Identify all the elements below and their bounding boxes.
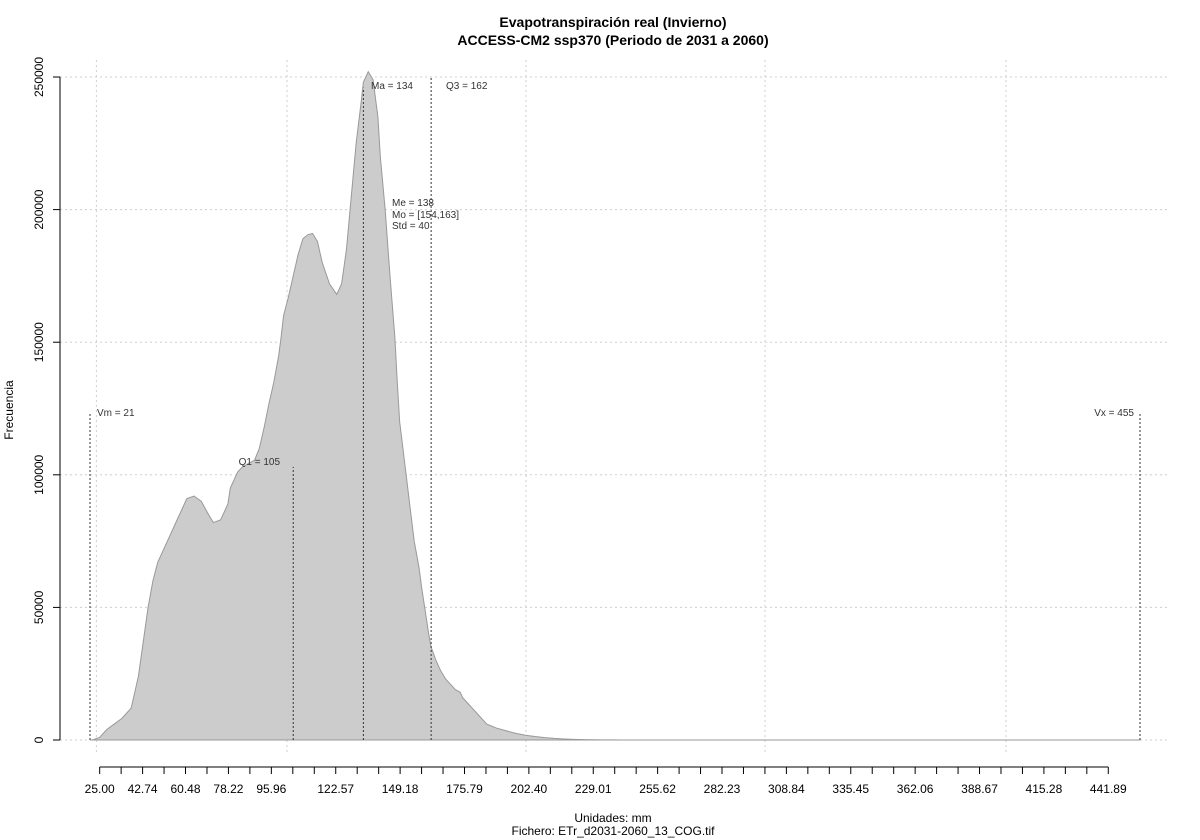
- y-axis: 0 50000 100000 150000 200000 250000: [32, 57, 61, 743]
- x-tick-label: 362.06: [897, 782, 934, 796]
- x-tick-label: 175.79: [446, 782, 483, 796]
- annotation-q1: Q1 = 105: [239, 457, 281, 468]
- annotation-std: Std = 40: [392, 221, 430, 232]
- x-tick-label: 25.00: [85, 782, 115, 796]
- x-axis: 25.00 42.74 60.48 78.22 95.96 122.57 149.18 175…: [85, 766, 1127, 796]
- y-axis-label: Frecuencia: [2, 380, 16, 440]
- y-tick-label: 0: [32, 736, 46, 743]
- x-tick-label: 122.57: [317, 782, 354, 796]
- y-tick-label: 50000: [32, 590, 46, 624]
- x-tick-label: 308.84: [768, 782, 805, 796]
- x-tick-label: 202.40: [511, 782, 548, 796]
- x-tick-label: 415.28: [1026, 782, 1063, 796]
- x-tick-label: 229.01: [575, 782, 612, 796]
- x-tick-label: 335.45: [832, 782, 869, 796]
- annotation-q3: Q3 = 162: [446, 81, 488, 92]
- annotation-ma: Ma = 134: [371, 81, 413, 92]
- file-label: Fichero: ETr_d2031-2060_13_COG.tif: [512, 824, 716, 838]
- x-tick-label: 78.22: [213, 782, 243, 796]
- density-area: [90, 70, 1140, 741]
- annotation-mo: Mo = [154,163]: [392, 210, 459, 221]
- x-tick-label: 255.62: [639, 782, 676, 796]
- annotation-me: Me = 138: [392, 198, 434, 209]
- x-tick-label: 282.23: [704, 782, 741, 796]
- annotation-vx: Vx = 455: [1094, 408, 1134, 419]
- y-tick-label: 250000: [32, 57, 46, 97]
- y-tick-label: 150000: [32, 322, 46, 362]
- x-tick-label: 388.67: [961, 782, 998, 796]
- x-tick-label: 149.18: [382, 782, 419, 796]
- annotation-vm: Vm = 21: [97, 408, 135, 419]
- x-axis-label: Unidades: mm: [574, 811, 651, 825]
- chart-title: Evapotranspiración real (Invierno): [499, 14, 726, 30]
- chart-subtitle: ACCESS-CM2 ssp370 (Periodo de 2031 a 206…: [457, 32, 768, 48]
- x-tick-label: 42.74: [128, 782, 158, 796]
- x-tick-label: 60.48: [171, 782, 201, 796]
- y-tick-label: 200000: [32, 189, 46, 229]
- x-tick-label: 95.96: [256, 782, 286, 796]
- y-tick-label: 100000: [32, 454, 46, 494]
- stat-lines: [89, 77, 1141, 740]
- x-tick-label: 441.89: [1090, 782, 1127, 796]
